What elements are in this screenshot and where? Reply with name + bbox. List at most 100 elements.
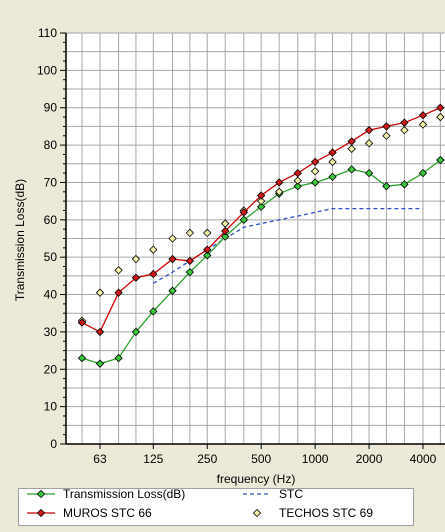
- data-point: [221, 226, 230, 236]
- data-point: [436, 155, 445, 165]
- legend-item: Transmission Loss(dB): [27, 487, 185, 501]
- x-tick-label: 500: [251, 452, 271, 466]
- data-point: [347, 165, 356, 174]
- y-tick-label: 80: [44, 138, 58, 152]
- data-point: [418, 111, 428, 120]
- data-point: [418, 168, 428, 178]
- legend-marker: [252, 508, 262, 518]
- data-point: [347, 144, 356, 153]
- x-tick-label: 125: [143, 452, 163, 466]
- legend-marker: [36, 508, 46, 518]
- data-point: [400, 180, 409, 189]
- data-point: [203, 245, 212, 254]
- data-point: [131, 273, 141, 282]
- data-point: [77, 353, 87, 363]
- legend-svg: Transmission Loss(dB) STC MUROS STC 66 TECH…: [27, 487, 373, 520]
- data-point: [149, 245, 158, 254]
- data-point: [203, 251, 212, 260]
- data-point: [239, 215, 248, 224]
- data-point: [131, 327, 141, 337]
- data-point: [400, 125, 409, 135]
- data-point: [328, 172, 337, 182]
- data-point: [95, 359, 105, 368]
- data-point: [185, 228, 195, 238]
- data-point: [310, 178, 320, 187]
- data-point: [364, 168, 374, 178]
- y-tick-label: 100: [37, 63, 57, 77]
- data-point: [114, 266, 123, 275]
- data-point: [168, 254, 177, 264]
- data-point: [382, 122, 391, 131]
- series-muros-stc-66: [77, 103, 445, 337]
- legend-label: MUROS STC 66: [63, 506, 152, 520]
- y-tick-label: 50: [44, 250, 58, 264]
- data-point: [257, 191, 266, 200]
- data-point: [293, 176, 302, 185]
- legend-label: TECHOS STC 69: [279, 506, 373, 520]
- legend-item: STC: [243, 487, 303, 501]
- data-point: [275, 187, 284, 196]
- y-tick-label: 0: [50, 437, 57, 451]
- x-tick-label: 4000: [410, 452, 437, 466]
- y-axis-label: Transmission Loss(dB): [13, 179, 27, 301]
- y-tick-label: 20: [44, 362, 58, 376]
- data-point: [168, 234, 177, 243]
- data-point: [364, 139, 374, 148]
- data-point: [203, 228, 212, 238]
- series-techos-stc-69: [77, 112, 445, 325]
- legend-label: STC: [279, 489, 303, 501]
- data-point: [185, 256, 195, 266]
- legend-item: TECHOS STC 69: [252, 506, 373, 520]
- data-point: [221, 232, 230, 241]
- data-point: [382, 182, 391, 191]
- x-tick-label: 1000: [302, 452, 329, 466]
- data-point: [95, 327, 105, 337]
- x-tick-label: 2000: [356, 452, 383, 466]
- data-point: [293, 182, 302, 191]
- y-tick-label: 30: [44, 325, 58, 339]
- data-point: [364, 125, 374, 135]
- data-point: [418, 120, 428, 129]
- data-point: [310, 167, 320, 176]
- data-point: [114, 288, 123, 297]
- data-point: [436, 112, 445, 122]
- x-tick-label: 250: [197, 452, 217, 466]
- data-point: [328, 148, 337, 157]
- data-point: [95, 288, 105, 297]
- data-point: [257, 202, 266, 211]
- legend-item: MUROS STC 66: [27, 506, 152, 520]
- data-point: [185, 267, 195, 277]
- axis-layer: 0 10 20 30 40 50 60 70 80 90 100 110 63 125 250 500 1000…: [37, 26, 445, 466]
- y-tick-label: 90: [44, 101, 58, 115]
- data-point: [131, 254, 141, 264]
- data-point: [149, 269, 158, 279]
- y-tick-label: 70: [44, 175, 58, 189]
- legend-label: Transmission Loss(dB): [63, 489, 185, 501]
- data-point: [77, 318, 87, 327]
- data-point: [382, 131, 391, 140]
- data-point: [293, 168, 302, 178]
- x-axis-label: frequency (Hz): [217, 472, 296, 486]
- data-point: [328, 157, 337, 167]
- data-point: [239, 208, 248, 217]
- y-tick-label: 40: [44, 288, 58, 302]
- data-point: [310, 157, 320, 167]
- series-layer: [77, 103, 445, 368]
- data-point: [347, 137, 356, 146]
- y-tick-label: 10: [44, 400, 58, 414]
- x-tick-label: 63: [93, 452, 107, 466]
- data-point: [149, 307, 158, 316]
- data-point: [114, 353, 123, 363]
- legend-marker: [36, 489, 46, 499]
- y-tick-label: 60: [44, 213, 58, 227]
- data-point: [168, 286, 177, 295]
- legend: Transmission Loss(dB) STC MUROS STC 66 TECH…: [18, 487, 414, 526]
- data-point: [400, 118, 409, 127]
- y-tick-label: 110: [38, 26, 57, 40]
- data-point: [275, 178, 284, 187]
- data-point: [436, 103, 445, 112]
- data-point: [257, 196, 266, 206]
- series-transmission-loss-db-: [77, 155, 445, 368]
